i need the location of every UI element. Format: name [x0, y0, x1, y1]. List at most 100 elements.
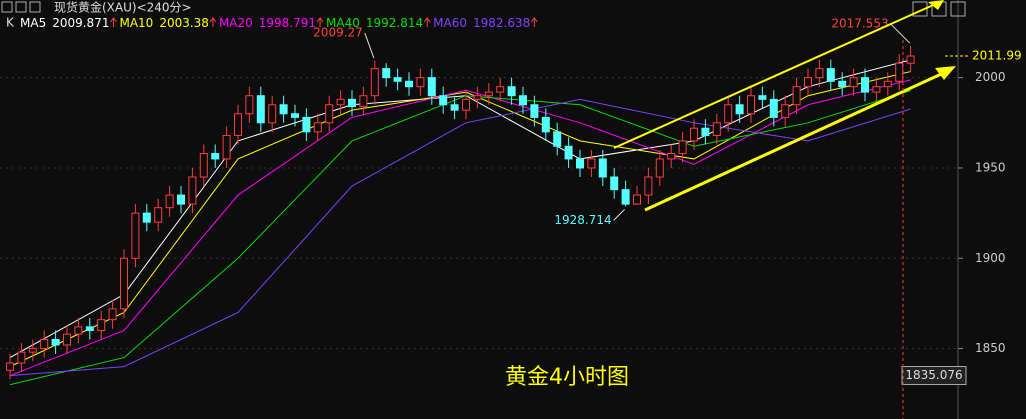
period-label: K — [6, 16, 15, 30]
candle-body — [370, 68, 379, 97]
candle-body — [245, 95, 254, 115]
legend-entry: MA60 1982.638 — [433, 16, 530, 30]
candle-body — [17, 351, 26, 364]
candle-body — [325, 104, 334, 124]
candle-body — [883, 80, 892, 88]
candle-body — [484, 91, 493, 97]
trend-line — [644, 68, 951, 212]
arrow-head — [935, 66, 956, 80]
extreme-label: 2017.553 — [831, 16, 888, 30]
candle-body — [655, 158, 664, 178]
candle-body — [804, 77, 812, 88]
candle-body — [473, 95, 482, 100]
candle-body — [541, 116, 550, 133]
candle-body — [462, 98, 470, 111]
candle-body — [872, 86, 881, 93]
legend-name: MA40 — [326, 16, 360, 30]
candle-body — [667, 153, 676, 160]
candle-body — [724, 104, 733, 124]
y-tick-label: 1900 — [975, 251, 1006, 265]
candle-body — [769, 98, 778, 118]
candle-body — [701, 127, 710, 136]
icon[interactable] — [950, 1, 966, 17]
annotation: 黄金4小时图 — [505, 365, 629, 390]
legend-entry: MA10 2003.38 — [119, 16, 208, 30]
legend-value: 2003.38 — [159, 16, 209, 30]
candle-body — [507, 86, 516, 97]
candle-body — [576, 158, 584, 169]
candle-body — [222, 134, 231, 160]
icon[interactable] — [15, 1, 27, 13]
ma-line — [9, 98, 911, 377]
legend-arrow — [209, 17, 217, 27]
arrow-head — [928, 0, 944, 10]
candle-body — [735, 104, 744, 115]
candle-body — [302, 116, 311, 133]
icon[interactable] — [29, 1, 41, 13]
candle-body — [758, 95, 767, 100]
candle-body — [633, 194, 641, 205]
candle-body — [598, 158, 607, 178]
candle-body — [530, 104, 539, 118]
icon[interactable] — [912, 1, 928, 17]
candle-body — [359, 95, 368, 108]
trend-line — [613, 1, 941, 149]
candle-body — [906, 55, 915, 64]
candle-body — [690, 127, 698, 142]
candle-body — [519, 95, 527, 106]
legend-name: MA60 — [433, 16, 467, 30]
candle-body — [564, 145, 573, 160]
legend-value: 1998.791 — [259, 16, 316, 30]
legend-entry: MA40 1992.814 — [326, 16, 423, 30]
extreme-pointer — [613, 209, 625, 221]
candle-body — [268, 104, 277, 124]
candle-body — [291, 113, 299, 118]
candle-body — [336, 98, 345, 106]
candle-body — [781, 104, 790, 118]
candle-body — [142, 212, 151, 223]
legend: MA5 2009.871 MA10 2003.38 MA20 1998.791 MA40 19… — [20, 16, 538, 30]
icon[interactable] — [1, 1, 13, 13]
plot: 1850 1900 1950 2000 2009.27 2017.553 1928.714 2… — [0, 16, 1022, 386]
candle-body — [712, 122, 721, 136]
extreme-label: 2009.27 — [313, 25, 363, 39]
candle-body — [621, 189, 630, 205]
candle-body — [747, 95, 755, 115]
cursor-price-box — [901, 366, 967, 386]
candle-body — [439, 95, 448, 106]
candle-body — [131, 212, 140, 259]
candle-body — [188, 176, 197, 205]
candle-body — [644, 176, 653, 196]
candle-body — [792, 86, 801, 106]
extreme-label: 1928.714 — [554, 213, 611, 227]
candle-body — [63, 333, 71, 346]
candle-body — [587, 158, 596, 169]
y-tick-label: 1850 — [975, 341, 1006, 355]
legend-entry: MA20 1998.791 — [219, 16, 316, 30]
legend-arrow — [110, 17, 117, 27]
legend-arrow — [316, 17, 324, 27]
candle-body — [256, 95, 265, 124]
candle-body — [895, 62, 904, 82]
candle-body — [496, 86, 505, 93]
legend-arrow — [423, 17, 431, 27]
candle-body — [849, 77, 858, 88]
candle-body — [279, 104, 288, 115]
candle-body — [553, 131, 562, 147]
candle-body — [382, 68, 391, 79]
candle-body — [610, 176, 619, 191]
candle-body — [313, 122, 322, 133]
candle-body — [154, 207, 163, 223]
extreme-pointer — [890, 23, 910, 44]
candle-body — [97, 319, 106, 332]
legend-value: 1992.814 — [366, 16, 423, 30]
candle-body — [165, 194, 174, 209]
last-price-label: 2011.99 — [972, 49, 1022, 63]
candle-body — [6, 362, 14, 371]
legend-arrow — [530, 17, 538, 27]
candle-body — [85, 326, 94, 332]
legend-entry: MA5 2009.871 — [20, 16, 109, 30]
candle-body — [234, 113, 242, 136]
y-tick-label: 1950 — [975, 160, 1006, 174]
